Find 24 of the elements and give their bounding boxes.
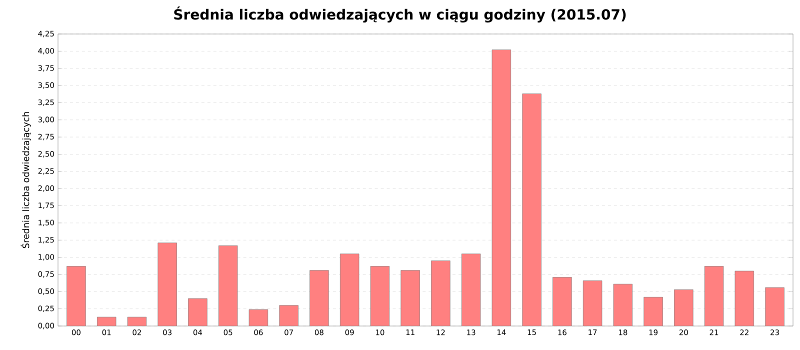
bar	[522, 94, 542, 326]
y-axis-title: Średnia liczba odwiedzających	[20, 112, 31, 248]
bar	[158, 242, 177, 326]
bar	[492, 50, 511, 326]
bar	[370, 266, 390, 326]
bar	[614, 284, 632, 326]
bar	[218, 246, 238, 326]
bar	[583, 280, 602, 326]
bar	[644, 297, 663, 326]
bar	[734, 271, 754, 326]
bar	[552, 277, 572, 326]
bar	[704, 266, 724, 326]
bar	[249, 310, 268, 326]
bar	[310, 270, 329, 326]
bar	[340, 254, 359, 326]
bar	[462, 254, 480, 326]
bar	[279, 305, 298, 326]
bar	[431, 260, 450, 326]
bar	[66, 266, 86, 326]
bar	[188, 298, 208, 326]
chart-title: Średnia liczba odwiedzających w ciągu godziny (2015.07)	[174, 6, 626, 23]
bar	[765, 287, 784, 326]
bar	[674, 290, 694, 326]
bar	[400, 270, 420, 326]
